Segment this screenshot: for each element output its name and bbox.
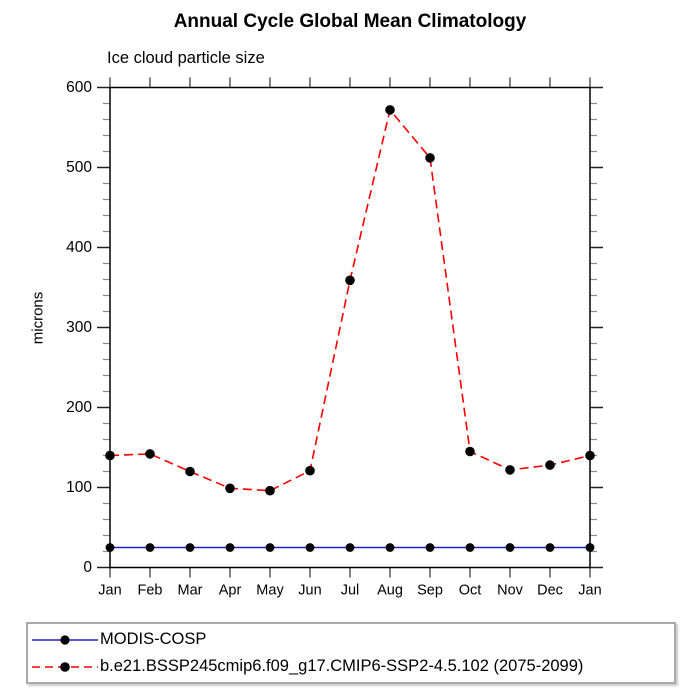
x-tick-label: Oct: [459, 583, 482, 599]
data-point-marker: [265, 543, 275, 552]
data-point-marker: [265, 485, 275, 496]
y-tick-label: 0: [83, 559, 92, 576]
data-point-marker: [225, 543, 235, 552]
data-point-marker: [425, 153, 435, 163]
y-tick-label: 400: [66, 239, 92, 256]
data-point-marker: [505, 543, 515, 552]
data-point-marker: [465, 543, 475, 552]
x-tick-label: Mar: [178, 583, 203, 599]
data-point-marker: [465, 446, 475, 457]
legend-marker-dot-icon: [60, 661, 70, 672]
data-point-marker: [145, 449, 155, 459]
data-point-marker: [385, 543, 395, 552]
legend-marker-dot-icon: [60, 634, 70, 645]
data-point-marker: [185, 466, 195, 477]
y-tick-label: 600: [66, 79, 92, 96]
data-point-marker: [305, 543, 315, 552]
chart-subtitle: Ice cloud particle size: [107, 49, 265, 67]
y-tick-label: 500: [66, 159, 92, 176]
y-tick-label: 200: [66, 399, 92, 416]
plot-frame: [109, 86, 591, 569]
x-tick-label: Jun: [298, 583, 321, 599]
data-point-marker: [225, 483, 235, 494]
x-tick-label: Nov: [497, 583, 524, 599]
legend-label-modis-cosp: MODIS-COSP: [100, 630, 207, 648]
data-point-marker: [585, 543, 595, 552]
series-line-1: [109, 108, 591, 492]
x-tick-label: May: [256, 583, 284, 599]
data-point-marker: [145, 543, 155, 552]
y-tick-label: 300: [66, 319, 92, 336]
x-tick-label: Jul: [341, 583, 360, 599]
y-tick-label: 100: [66, 479, 92, 496]
data-point-marker: [385, 105, 395, 115]
data-point-marker: [425, 543, 435, 552]
x-tick-label: Dec: [537, 583, 563, 599]
data-point-marker: [185, 543, 195, 552]
x-tick-label: Jan: [578, 583, 601, 599]
data-point-marker: [545, 543, 555, 552]
legend-dashed-line-icon: [32, 661, 98, 672]
legend-label-model-run: b.e21.BSSP245cmip6.f09_g17.CMIP6-SSP2-4.…: [100, 657, 584, 675]
x-tick-label: Jan: [98, 583, 121, 599]
chart-title: Annual Cycle Global Mean Climatology: [173, 11, 527, 32]
data-point-marker: [105, 450, 115, 461]
legend-item-model-run: b.e21.BSSP245cmip6.f09_g17.CMIP6-SSP2-4.…: [30, 653, 674, 680]
x-tick-label: Aug: [377, 583, 403, 599]
data-point-marker: [545, 460, 555, 470]
x-tick-label: Sep: [417, 583, 443, 599]
data-point-marker: [585, 450, 595, 461]
data-point-marker: [105, 543, 115, 552]
data-point-marker: [345, 543, 355, 552]
x-tick-label: Apr: [219, 583, 242, 599]
legend: MODIS-COSP b.e21.BSSP245cmip6.f09_g17.CM…: [26, 622, 676, 684]
data-point-marker: [305, 465, 315, 476]
x-tick-label: Feb: [138, 583, 163, 599]
legend-item-modis-cosp: MODIS-COSP: [30, 626, 674, 653]
data-point-marker: [345, 275, 355, 286]
legend-solid-line-icon: [32, 634, 98, 645]
data-point-marker: [505, 465, 515, 475]
